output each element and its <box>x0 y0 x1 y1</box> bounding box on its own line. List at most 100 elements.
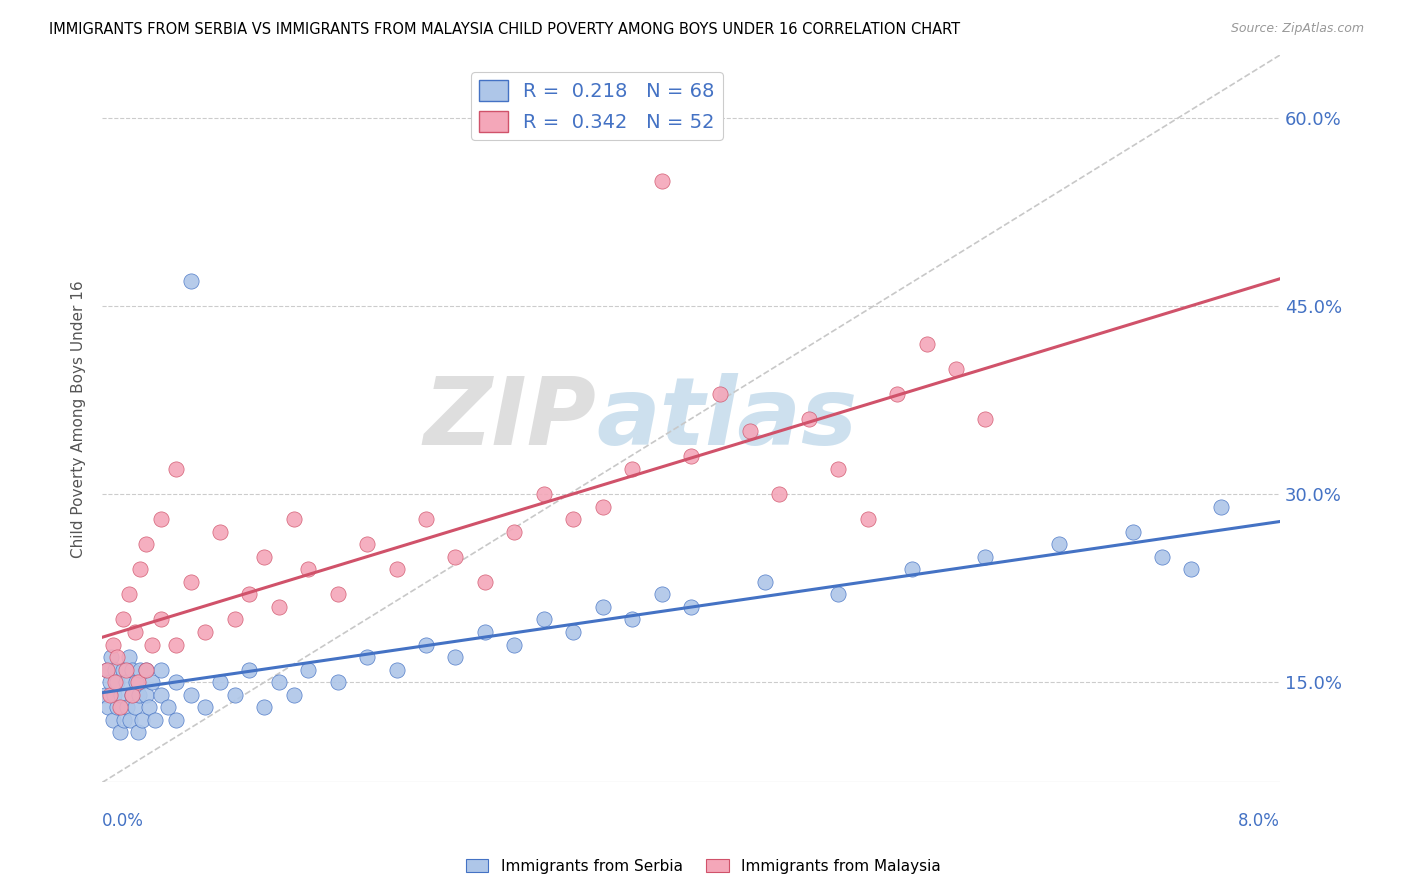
Point <box>165 462 187 476</box>
Point <box>253 700 276 714</box>
Point <box>138 700 160 714</box>
Point <box>326 587 349 601</box>
Point <box>131 713 153 727</box>
Point <box>127 675 149 690</box>
Point <box>297 562 319 576</box>
Point <box>150 512 173 526</box>
Point <box>253 549 276 564</box>
Point <box>592 599 614 614</box>
Point <box>105 650 128 665</box>
Point <box>98 688 121 702</box>
Point <box>592 500 614 514</box>
Point <box>124 625 146 640</box>
Point <box>135 663 157 677</box>
Point <box>157 700 180 714</box>
Point <box>108 725 131 739</box>
Point <box>224 688 246 702</box>
Point <box>415 638 437 652</box>
Point <box>100 650 122 665</box>
Point <box>224 612 246 626</box>
Point <box>1047 537 1070 551</box>
Point <box>98 675 121 690</box>
Point <box>533 487 555 501</box>
Point <box>356 650 378 665</box>
Point <box>326 675 349 690</box>
Point <box>886 386 908 401</box>
Text: atlas: atlas <box>596 373 858 465</box>
Point <box>238 587 260 601</box>
Point <box>385 663 408 677</box>
Point <box>444 650 467 665</box>
Point <box>856 512 879 526</box>
Point <box>114 675 136 690</box>
Point <box>267 599 290 614</box>
Point <box>125 675 148 690</box>
Point <box>562 625 585 640</box>
Text: 8.0%: 8.0% <box>1237 812 1279 830</box>
Point <box>124 700 146 714</box>
Point <box>104 663 127 677</box>
Point <box>165 675 187 690</box>
Point <box>283 512 305 526</box>
Point <box>104 675 127 690</box>
Point <box>135 688 157 702</box>
Point <box>738 425 761 439</box>
Text: Source: ZipAtlas.com: Source: ZipAtlas.com <box>1230 22 1364 36</box>
Point <box>143 713 166 727</box>
Point <box>208 675 231 690</box>
Point <box>194 700 217 714</box>
Point <box>474 625 496 640</box>
Point <box>533 612 555 626</box>
Point <box>974 549 997 564</box>
Text: 0.0%: 0.0% <box>103 812 143 830</box>
Point <box>96 663 118 677</box>
Point <box>768 487 790 501</box>
Point <box>118 650 141 665</box>
Point <box>474 574 496 589</box>
Point <box>915 336 938 351</box>
Point <box>385 562 408 576</box>
Point <box>651 173 673 187</box>
Y-axis label: Child Poverty Among Boys Under 16: Child Poverty Among Boys Under 16 <box>72 280 86 558</box>
Point <box>112 713 135 727</box>
Point <box>1180 562 1202 576</box>
Point <box>621 462 644 476</box>
Legend: R =  0.218   N = 68, R =  0.342   N = 52: R = 0.218 N = 68, R = 0.342 N = 52 <box>471 72 723 140</box>
Point <box>754 574 776 589</box>
Point <box>208 524 231 539</box>
Point <box>679 450 702 464</box>
Point <box>180 274 202 288</box>
Point <box>141 675 163 690</box>
Point <box>562 512 585 526</box>
Point <box>621 612 644 626</box>
Point <box>267 675 290 690</box>
Point <box>150 688 173 702</box>
Point <box>150 663 173 677</box>
Point <box>503 524 526 539</box>
Point <box>129 562 152 576</box>
Point <box>129 663 152 677</box>
Point <box>945 361 967 376</box>
Point <box>1122 524 1144 539</box>
Point <box>679 599 702 614</box>
Point <box>180 574 202 589</box>
Point <box>503 638 526 652</box>
Point <box>121 663 143 677</box>
Point <box>97 700 120 714</box>
Text: ZIP: ZIP <box>425 373 596 465</box>
Point <box>94 688 117 702</box>
Point <box>96 663 118 677</box>
Point <box>111 663 134 677</box>
Point <box>128 688 150 702</box>
Point <box>121 688 143 702</box>
Point <box>108 700 131 714</box>
Point <box>141 638 163 652</box>
Point <box>974 412 997 426</box>
Point <box>118 587 141 601</box>
Point <box>114 663 136 677</box>
Point <box>1209 500 1232 514</box>
Point <box>283 688 305 702</box>
Point <box>444 549 467 564</box>
Point <box>105 700 128 714</box>
Point <box>709 386 731 401</box>
